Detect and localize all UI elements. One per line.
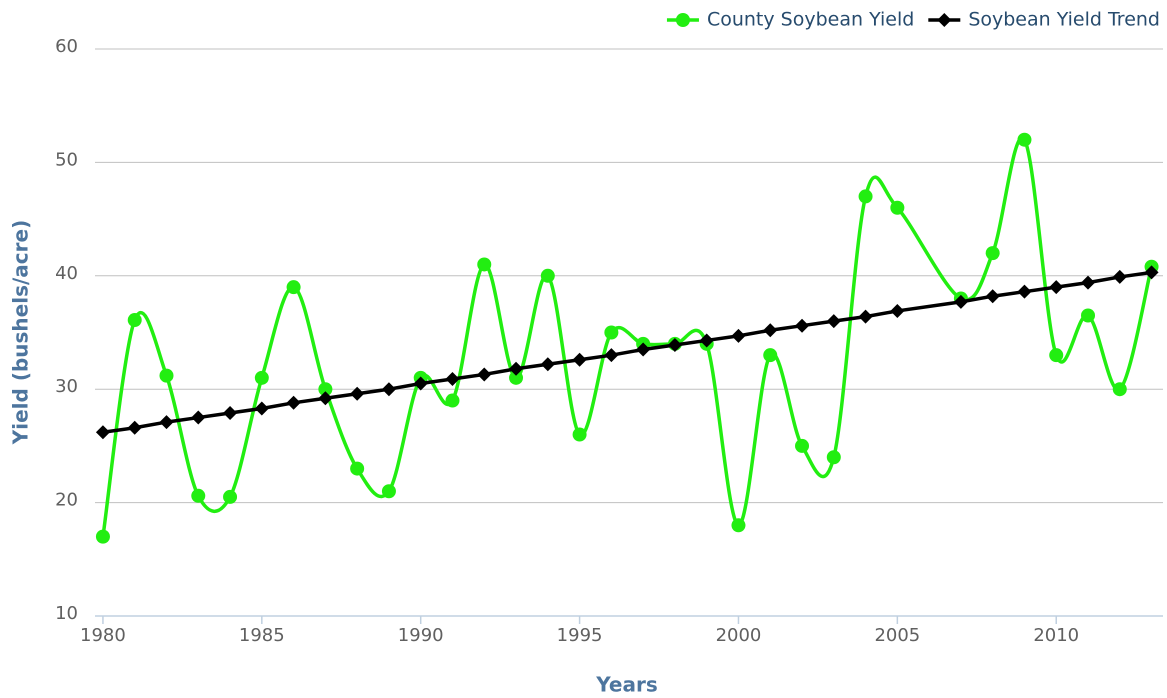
legend-label: County Soybean Yield: [707, 9, 914, 31]
point: [477, 257, 492, 272]
point: [572, 427, 587, 442]
point: [675, 13, 690, 27]
point: [381, 382, 396, 397]
point: [1144, 265, 1159, 280]
x-tick-label: 1990: [398, 625, 444, 646]
point: [477, 367, 492, 382]
x-axis-title: Years: [595, 673, 657, 697]
point: [826, 314, 841, 329]
point: [540, 268, 555, 283]
point: [127, 313, 142, 328]
point: [795, 438, 810, 453]
point: [572, 352, 587, 367]
point: [509, 361, 524, 376]
series-line: [101, 136, 1154, 537]
point: [95, 529, 110, 544]
point: [763, 348, 778, 363]
point: [604, 325, 619, 340]
y-tick-label: 10: [55, 603, 78, 624]
point: [95, 425, 110, 440]
point: [1049, 348, 1064, 363]
y-tick-label: 30: [55, 376, 78, 397]
y-tick-label: 50: [55, 149, 78, 170]
x-tick-label: 2005: [874, 625, 920, 646]
point: [636, 342, 651, 357]
legend: Soybean Yield Trend County Soybean Yield: [666, 9, 1160, 31]
point: [127, 420, 142, 435]
point: [540, 357, 555, 372]
point: [350, 461, 365, 476]
point: [731, 518, 746, 533]
point: [413, 376, 428, 391]
point: [509, 370, 524, 385]
x-tick-label: 1995: [557, 625, 603, 646]
point: [1112, 269, 1127, 284]
point: [191, 410, 206, 425]
point: [604, 348, 619, 363]
point: [985, 289, 1000, 304]
x-tick-label: 2000: [716, 625, 762, 646]
x-tick-label: 1980: [80, 625, 126, 646]
point: [1017, 132, 1032, 147]
x-tick-label: 1985: [239, 625, 285, 646]
point: [890, 200, 905, 215]
point: [318, 391, 333, 406]
y-tick-label: 40: [55, 263, 78, 284]
point: [445, 393, 460, 408]
point: [890, 303, 905, 318]
point: [731, 328, 746, 343]
point: [223, 489, 238, 504]
point: [953, 294, 968, 309]
point: [1081, 275, 1096, 290]
point: [667, 337, 682, 352]
point: [1017, 284, 1032, 299]
point: [1112, 382, 1127, 397]
point: [254, 401, 269, 416]
point: [318, 382, 333, 397]
y-tick-label: 20: [55, 490, 78, 511]
point: [858, 309, 873, 324]
x-tick-label: 2010: [1033, 625, 1079, 646]
point: [699, 333, 714, 348]
point: [350, 386, 365, 401]
point: [191, 488, 206, 503]
point: [826, 450, 841, 465]
point: [286, 395, 301, 410]
y-tick-label: 60: [55, 36, 78, 57]
point: [445, 371, 460, 386]
point: [937, 13, 952, 27]
point: [286, 280, 301, 295]
point: [159, 368, 174, 383]
point: [1081, 308, 1096, 323]
point: [159, 415, 174, 430]
point: [985, 246, 1000, 261]
y-axis-title: Yield (bushels/acre): [9, 220, 33, 445]
point: [381, 484, 396, 499]
point: [1049, 280, 1064, 295]
legend-label: Soybean Yield Trend: [968, 9, 1160, 31]
point: [254, 370, 269, 385]
point: [763, 323, 778, 338]
point: [795, 318, 810, 333]
point: [858, 189, 873, 204]
point: [223, 406, 238, 421]
